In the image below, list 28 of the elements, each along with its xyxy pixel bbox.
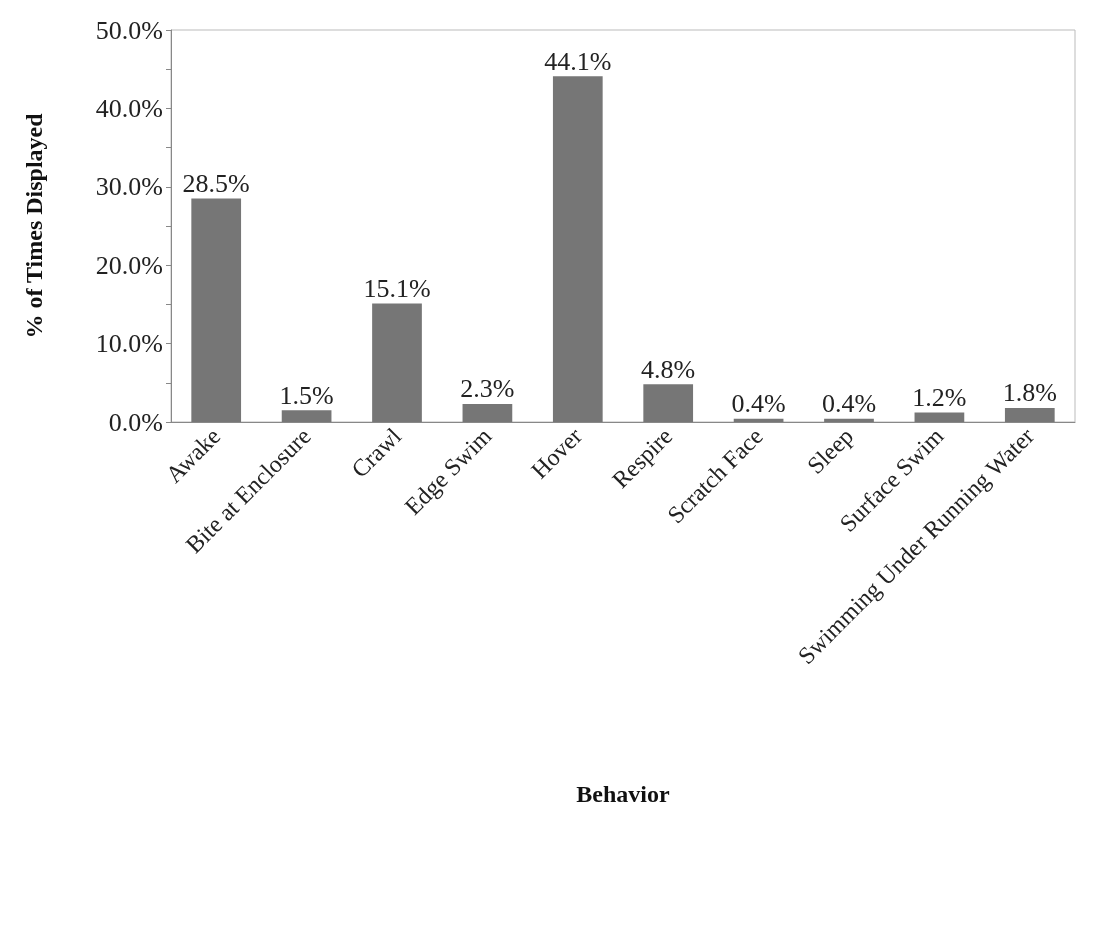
x-axis-title: Behavior [576,781,671,807]
data-label: 4.8% [641,354,696,384]
bar [372,303,422,422]
bar [281,410,332,422]
data-label: 28.5% [182,169,250,199]
data-label: 1.5% [279,380,334,410]
data-label: 0.4% [821,389,877,419]
data-label: 1.2% [912,383,967,413]
bar [1004,407,1055,422]
y-tick-label: 40.0% [95,93,163,123]
data-label: 0.4% [731,389,786,419]
bar [552,76,603,422]
y-tick-label: 30.0% [95,172,163,202]
y-axis-title: % of Times Displayed [21,112,47,339]
bar [462,403,513,422]
y-tick-label: 20.0% [95,250,163,280]
bar [191,198,242,422]
y-tick-label: 0.0% [108,407,163,437]
bar [733,418,784,422]
y-tick-label: 50.0% [95,15,163,45]
data-label: 44.1% [544,46,612,76]
data-label: 2.3% [460,374,515,404]
bar [914,412,965,422]
y-tick-label: 10.0% [95,329,163,359]
bar [643,384,694,422]
data-label: 1.8% [1002,378,1057,408]
bar [824,418,874,422]
data-label: 15.1% [363,274,431,304]
